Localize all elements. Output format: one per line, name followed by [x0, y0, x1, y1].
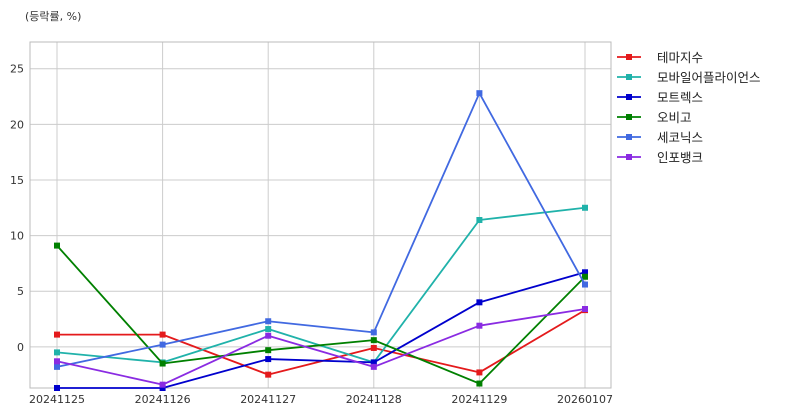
- data-point: [476, 299, 483, 306]
- data-point: [476, 369, 483, 376]
- series-lines: [54, 90, 588, 391]
- data-point: [54, 349, 60, 356]
- legend-marker: [626, 74, 632, 80]
- x-tick-label: 20241128: [346, 393, 402, 406]
- data-point: [370, 359, 377, 366]
- legend-label: 모트렉스: [657, 90, 703, 105]
- series-line: [57, 309, 586, 376]
- series-line: [56, 92, 586, 368]
- plot-frame: [29, 41, 612, 389]
- series-6: [54, 306, 588, 388]
- data-point: [370, 337, 377, 344]
- x-tick-label: 20241125: [29, 393, 85, 406]
- series-1: [54, 307, 588, 378]
- data-point: [54, 242, 60, 249]
- series-3: [54, 269, 588, 391]
- series-line: [56, 206, 586, 364]
- data-point: [265, 371, 272, 378]
- data-point: [370, 363, 377, 370]
- y-tick-label: 10: [10, 230, 24, 243]
- legend-item: 모바일어플라이언스: [617, 70, 761, 85]
- y-tick-label: 25: [10, 63, 24, 76]
- data-point: [159, 385, 166, 391]
- legend-marker: [626, 94, 632, 100]
- data-point: [476, 90, 483, 97]
- legend-item: 모트렉스: [617, 90, 703, 105]
- legend-label: 오비고: [657, 110, 692, 125]
- series-4: [54, 242, 588, 387]
- data-point: [265, 318, 272, 325]
- data-point: [582, 273, 588, 280]
- legend-label: 인포뱅크: [657, 150, 703, 165]
- data-point: [54, 385, 60, 391]
- y-tick-label: 0: [17, 341, 24, 354]
- y-unit-label: (등락률, %): [25, 10, 81, 23]
- x-tick-label: 20241127: [240, 393, 296, 406]
- y-tick-label: 15: [10, 174, 24, 187]
- x-tick-label: 20241129: [451, 393, 507, 406]
- data-point: [370, 329, 377, 336]
- data-point: [476, 322, 483, 329]
- y-tick-label: 20: [10, 118, 24, 131]
- legend-marker: [626, 134, 632, 140]
- series-line: [56, 308, 586, 386]
- data-point: [159, 360, 166, 367]
- series-line: [56, 244, 586, 385]
- y-tick-label: 5: [17, 285, 24, 298]
- series-line: [57, 271, 586, 389]
- legend-label: 모바일어플라이언스: [657, 70, 761, 85]
- data-point: [159, 341, 166, 348]
- data-point: [582, 204, 588, 211]
- legend-label: 테마지수: [657, 50, 703, 65]
- data-point: [265, 347, 272, 354]
- data-point: [265, 326, 272, 333]
- legend-marker: [626, 154, 632, 160]
- data-point: [54, 331, 60, 338]
- axes: 0 5 10 15 20 25 20241125 20241126 20241127 202411…: [10, 63, 613, 406]
- legend-item: 오비고: [617, 110, 692, 125]
- legend-item: 세코닉스: [617, 130, 703, 145]
- legend-marker: [626, 54, 632, 60]
- legend-item: 인포뱅크: [617, 150, 703, 165]
- legend-label: 세코닉스: [657, 130, 703, 145]
- data-point: [159, 381, 166, 388]
- data-point: [54, 363, 60, 370]
- data-point: [582, 269, 588, 276]
- data-point: [159, 331, 166, 338]
- x-tick-label: 20260107: [557, 393, 613, 406]
- series-2: [54, 204, 588, 366]
- data-point: [265, 332, 272, 339]
- data-point: [582, 281, 588, 288]
- data-point: [476, 380, 483, 387]
- data-point: [476, 217, 483, 224]
- data-point: [265, 356, 272, 363]
- legend-item: 테마지수: [617, 50, 703, 65]
- legend-marker: [626, 114, 632, 120]
- series-5: [54, 90, 588, 370]
- x-tick-label: 20241126: [135, 393, 191, 406]
- data-point: [54, 358, 60, 365]
- data-point: [370, 344, 377, 351]
- data-point: [582, 306, 588, 313]
